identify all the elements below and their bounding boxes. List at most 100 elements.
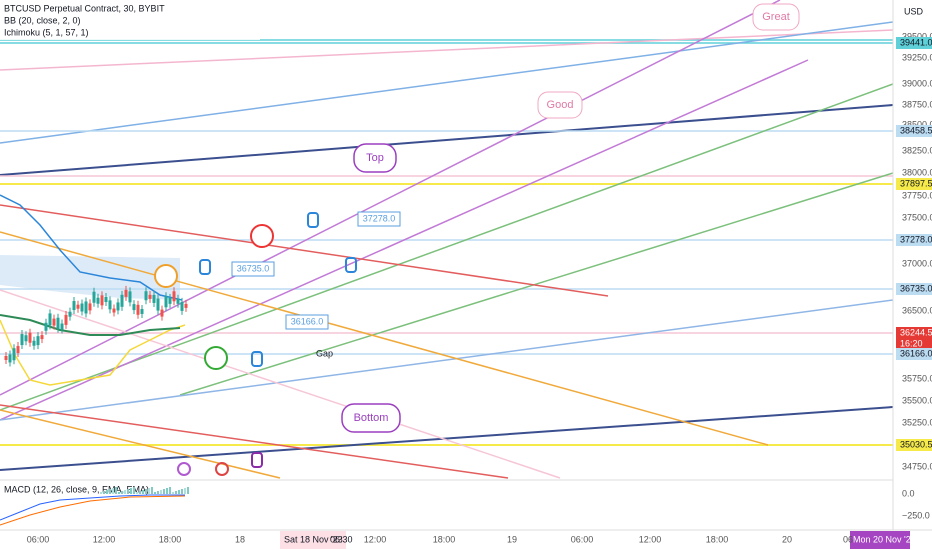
- candle-body: [44, 322, 48, 331]
- price-tag-bg: [896, 439, 932, 451]
- indicator: BB (20, close, 2, 0): [4, 15, 81, 25]
- candle-body: [80, 303, 84, 312]
- macd-bar: [169, 487, 171, 494]
- macd-bar: [103, 491, 105, 494]
- macd-bar: [109, 489, 111, 494]
- price-label: 38000.0: [902, 167, 932, 177]
- candle-body: [32, 340, 36, 346]
- symbol: BTCUSD Perpetual Contract, 30, BYBIT: [4, 3, 165, 13]
- candle-body: [152, 294, 156, 303]
- icons: [154, 212, 357, 476]
- candle-body: [116, 302, 120, 311]
- candle-body: [136, 304, 140, 315]
- candle-body: [144, 291, 148, 301]
- macd-bar: [136, 492, 138, 494]
- macd-bar: [187, 487, 189, 494]
- currency: USD: [904, 6, 924, 16]
- price-tag: 36735.0: [900, 283, 932, 293]
- candle-body: [64, 314, 68, 325]
- candle-body: [60, 323, 64, 330]
- time-label: 20: [782, 534, 792, 544]
- cursor-date-bg: [280, 531, 346, 549]
- annotation: Bottom: [354, 412, 389, 424]
- cursor-date: Sat 18 Nov '23: [284, 534, 343, 544]
- macd-bar: [160, 490, 162, 494]
- candle-body: [172, 291, 176, 302]
- price-tag: 38458.5: [900, 125, 932, 135]
- price-tag-bg: [896, 327, 932, 339]
- macd-bar: [172, 492, 174, 494]
- candle-body: [56, 317, 60, 329]
- candle-body: [4, 356, 8, 360]
- drawings: [0, 0, 894, 479]
- candle-body: [20, 334, 24, 346]
- macd-bar: [151, 487, 153, 494]
- candle-body: [92, 291, 96, 303]
- price-label: 35500.0: [902, 395, 932, 405]
- candle-body: [28, 332, 32, 343]
- macd-bar: [163, 489, 165, 494]
- candles: [4, 285, 188, 367]
- candle-body: [176, 298, 180, 304]
- annotation: 36166.0: [291, 316, 324, 326]
- candle-body: [120, 294, 124, 307]
- price-tag-bg: [896, 37, 932, 49]
- candle-body: [8, 354, 12, 363]
- price-label: 37000.0: [902, 258, 932, 268]
- price-tag: 16:20: [900, 338, 923, 348]
- annotation: Great: [762, 11, 790, 23]
- candle-body: [12, 348, 16, 361]
- candle-body: [52, 318, 56, 326]
- end-date-bg: [850, 531, 910, 549]
- price-label: 38250.0: [902, 145, 932, 155]
- candle-body: [168, 297, 172, 304]
- macd-bar: [142, 490, 144, 494]
- macd-bar: [145, 489, 147, 494]
- macd-bar: [184, 488, 186, 494]
- indicator: Ichimoku (5, 1, 57, 1): [4, 27, 89, 37]
- candle-body: [36, 336, 40, 346]
- annotation: 37278.0: [363, 213, 396, 223]
- time-label: 18:00: [706, 534, 729, 544]
- price-label: 37500.0: [902, 212, 932, 222]
- macd-bar: [148, 488, 150, 494]
- macd-bar: [157, 491, 159, 494]
- price-label: 37750.0: [902, 190, 932, 200]
- price-label: 36500.0: [902, 305, 932, 315]
- candle-body: [24, 335, 28, 342]
- candle-body: [108, 300, 112, 310]
- candle-body: [104, 297, 108, 303]
- candle-body: [40, 335, 44, 340]
- annotation: Gap: [316, 348, 333, 358]
- price-tag-bg: [896, 125, 932, 137]
- macd-label: MACD (12, 26, close, 9, EMA, EMA): [4, 484, 149, 494]
- time-label: 06:00: [27, 534, 50, 544]
- candle-body: [96, 297, 100, 304]
- candle-body: [84, 301, 88, 314]
- macd-bar: [154, 492, 156, 494]
- price-tag-bg: [896, 338, 932, 350]
- macd-bar: [118, 492, 120, 494]
- macd-bar: [139, 491, 141, 494]
- price-label: 39250.0: [902, 52, 932, 62]
- bubbles: [231, 3, 800, 433]
- macd-bar: [133, 487, 135, 494]
- candle-body: [68, 311, 72, 317]
- candle-body: [148, 294, 152, 299]
- candle-body: [140, 308, 144, 314]
- price-tag-bg: [896, 348, 932, 360]
- cursor-time: 06:30: [330, 534, 353, 544]
- price-label: 35750.0: [902, 373, 932, 383]
- price-tag: 37278.0: [900, 234, 932, 244]
- macd-bar: [127, 489, 129, 494]
- macd-bar: [130, 488, 132, 494]
- candle-body: [88, 303, 92, 311]
- price-label: 39000.0: [902, 78, 932, 88]
- time-label: 19: [507, 534, 517, 544]
- end-date: Mon 20 Nov '23: [853, 534, 916, 544]
- candle-body: [112, 308, 116, 313]
- candle-body: [72, 301, 76, 311]
- time-label: 18: [235, 534, 245, 544]
- macd-lines: [0, 494, 186, 526]
- legend-bg: [0, 0, 260, 40]
